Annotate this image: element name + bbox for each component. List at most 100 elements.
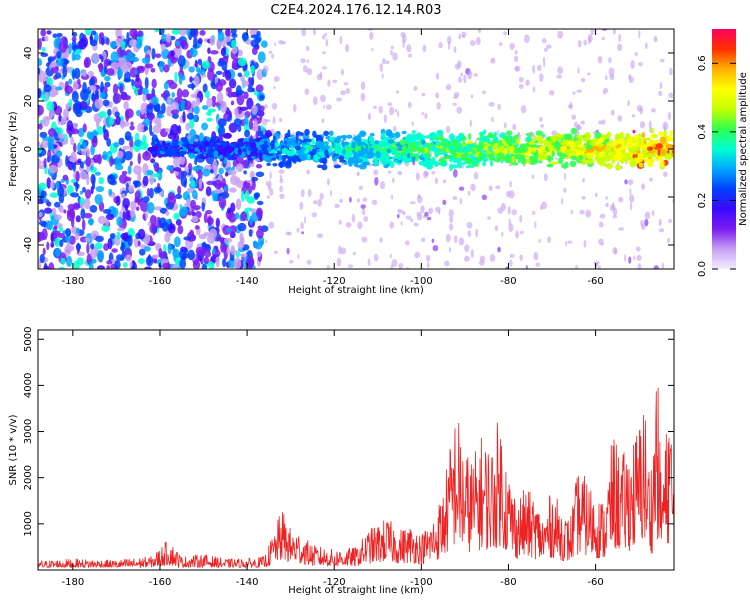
- spectrogram-cell: [357, 221, 363, 230]
- spectrogram-cell: [144, 266, 152, 269]
- spectrogram-cell: [300, 221, 304, 230]
- spectrogram-cell: [273, 75, 280, 83]
- spectrogram-cell: [75, 171, 80, 183]
- spectrogram-cell: [569, 160, 577, 168]
- spectrogram-cell: [259, 115, 263, 121]
- spectrogram-cell: [396, 214, 400, 219]
- spectrogram-cell: [201, 122, 209, 131]
- spectrogram-cell: [71, 51, 76, 62]
- spectrogram-cell: [71, 39, 77, 52]
- spectrogram-cell: [272, 116, 276, 125]
- spectrogram-cell: [452, 152, 458, 157]
- spectrogram-cell: [173, 236, 181, 248]
- spectrogram-cell: [124, 71, 131, 83]
- spectrogram-cell: [603, 148, 611, 153]
- spectrogram-cell: [255, 171, 265, 178]
- spectrogram-cell: [588, 139, 594, 146]
- spectrogram-cell: [51, 207, 57, 217]
- spectrogram-cell: [50, 180, 55, 190]
- colorbar-tick-label: 0.0: [697, 261, 708, 277]
- spectrogram-cell: [524, 34, 530, 44]
- spectrogram-cell: [576, 134, 584, 139]
- spectrogram-cell: [254, 242, 263, 250]
- spectrogram-cell: [57, 133, 66, 140]
- spectrogram-y-tick-label: 0: [23, 146, 34, 152]
- spectrogram-cell: [411, 129, 416, 135]
- spectrogram-cell: [413, 222, 419, 227]
- spectrogram-cell: [281, 147, 289, 155]
- spectrogram-cell: [474, 73, 478, 77]
- spectrogram-cell: [41, 228, 48, 241]
- spectrogram-cell: [255, 207, 263, 218]
- spectrogram-cell: [253, 147, 259, 153]
- spectrogram-cell: [549, 161, 554, 165]
- spectrogram-cell: [540, 124, 545, 128]
- spectrogram-cell: [42, 196, 47, 203]
- spectrogram-cell: [610, 109, 615, 116]
- spectrogram-cell: [134, 190, 141, 200]
- spectrogram-cell: [231, 46, 238, 55]
- spectrogram-cell: [322, 157, 328, 165]
- spectrogram-cell: [356, 139, 362, 147]
- spectrogram-cell: [46, 177, 52, 189]
- spectrogram-cell: [511, 162, 519, 166]
- spectrogram-cell: [435, 72, 440, 80]
- spectrogram-cell: [291, 149, 296, 157]
- spectrogram-cell: [70, 216, 75, 228]
- spectrogram-cell: [450, 157, 457, 161]
- spectrogram-cell: [215, 217, 220, 229]
- spectrogram-cell: [467, 140, 473, 145]
- spectrogram-cell: [166, 166, 175, 171]
- spectrogram-cell: [121, 249, 126, 260]
- spectrogram-cell: [567, 140, 574, 145]
- spectrogram-cell: [522, 146, 528, 153]
- spectrogram-cell: [265, 239, 268, 244]
- spectrogram-cell: [519, 214, 523, 223]
- spectrogram-cell: [137, 240, 141, 247]
- spectrogram-cell: [620, 165, 624, 170]
- spectrogram-cell: [490, 159, 494, 167]
- spectrogram-cell: [435, 206, 441, 213]
- spectrogram-x-tick-label: -100: [410, 276, 433, 287]
- spectrogram-cell: [122, 95, 131, 101]
- spectrogram-cell: [77, 158, 82, 163]
- spectrogram-cell: [137, 171, 142, 184]
- spectrogram-cell: [482, 161, 486, 167]
- spectrogram-cell: [143, 118, 151, 127]
- spectrogram-cell: [194, 147, 199, 152]
- spectrogram-cell: [644, 42, 648, 50]
- spectrogram-cell: [215, 255, 220, 268]
- spectrogram-x-ticks: -180 -160 -140 -120 -100 -80 -60: [61, 29, 604, 287]
- spectrogram-cell: [179, 155, 186, 166]
- spectrogram-cell: [177, 225, 184, 235]
- spectrogram-cell: [192, 154, 197, 159]
- spectrogram-cell: [557, 66, 564, 74]
- spectrogram-cell: [369, 31, 374, 41]
- spectrogram-cell: [520, 104, 527, 114]
- spectrogram-cell: [341, 141, 350, 146]
- spectrogram-cell: [137, 67, 141, 75]
- spectrogram-cell: [327, 79, 331, 87]
- spectrogram-cell: [506, 130, 513, 136]
- spectrogram-cell: [657, 148, 661, 157]
- spectrogram-cell: [515, 138, 521, 144]
- spectrogram-cell: [405, 240, 410, 246]
- spectrogram-cell: [324, 145, 330, 150]
- spectrogram-cell: [91, 258, 97, 264]
- spectrogram-cell: [206, 216, 214, 225]
- spectrogram-cell: [68, 207, 75, 219]
- spectrogram-cell: [167, 96, 172, 105]
- spectrogram-cell: [338, 219, 342, 225]
- spectrogram-cell: [115, 195, 121, 206]
- spectrogram-cell: [659, 58, 665, 63]
- spectrogram-cell: [399, 138, 406, 146]
- spectrogram-cell: [557, 152, 563, 158]
- spectrogram-cell: [163, 243, 167, 254]
- spectrogram-cell: [417, 193, 421, 199]
- spectrogram-cell: [250, 151, 259, 157]
- spectrogram-cell: [433, 147, 441, 151]
- spectrogram-cell: [413, 85, 418, 92]
- spectrogram-cell: [608, 56, 612, 64]
- spectrogram-cell: [265, 130, 272, 138]
- spectrogram-cell: [256, 251, 262, 258]
